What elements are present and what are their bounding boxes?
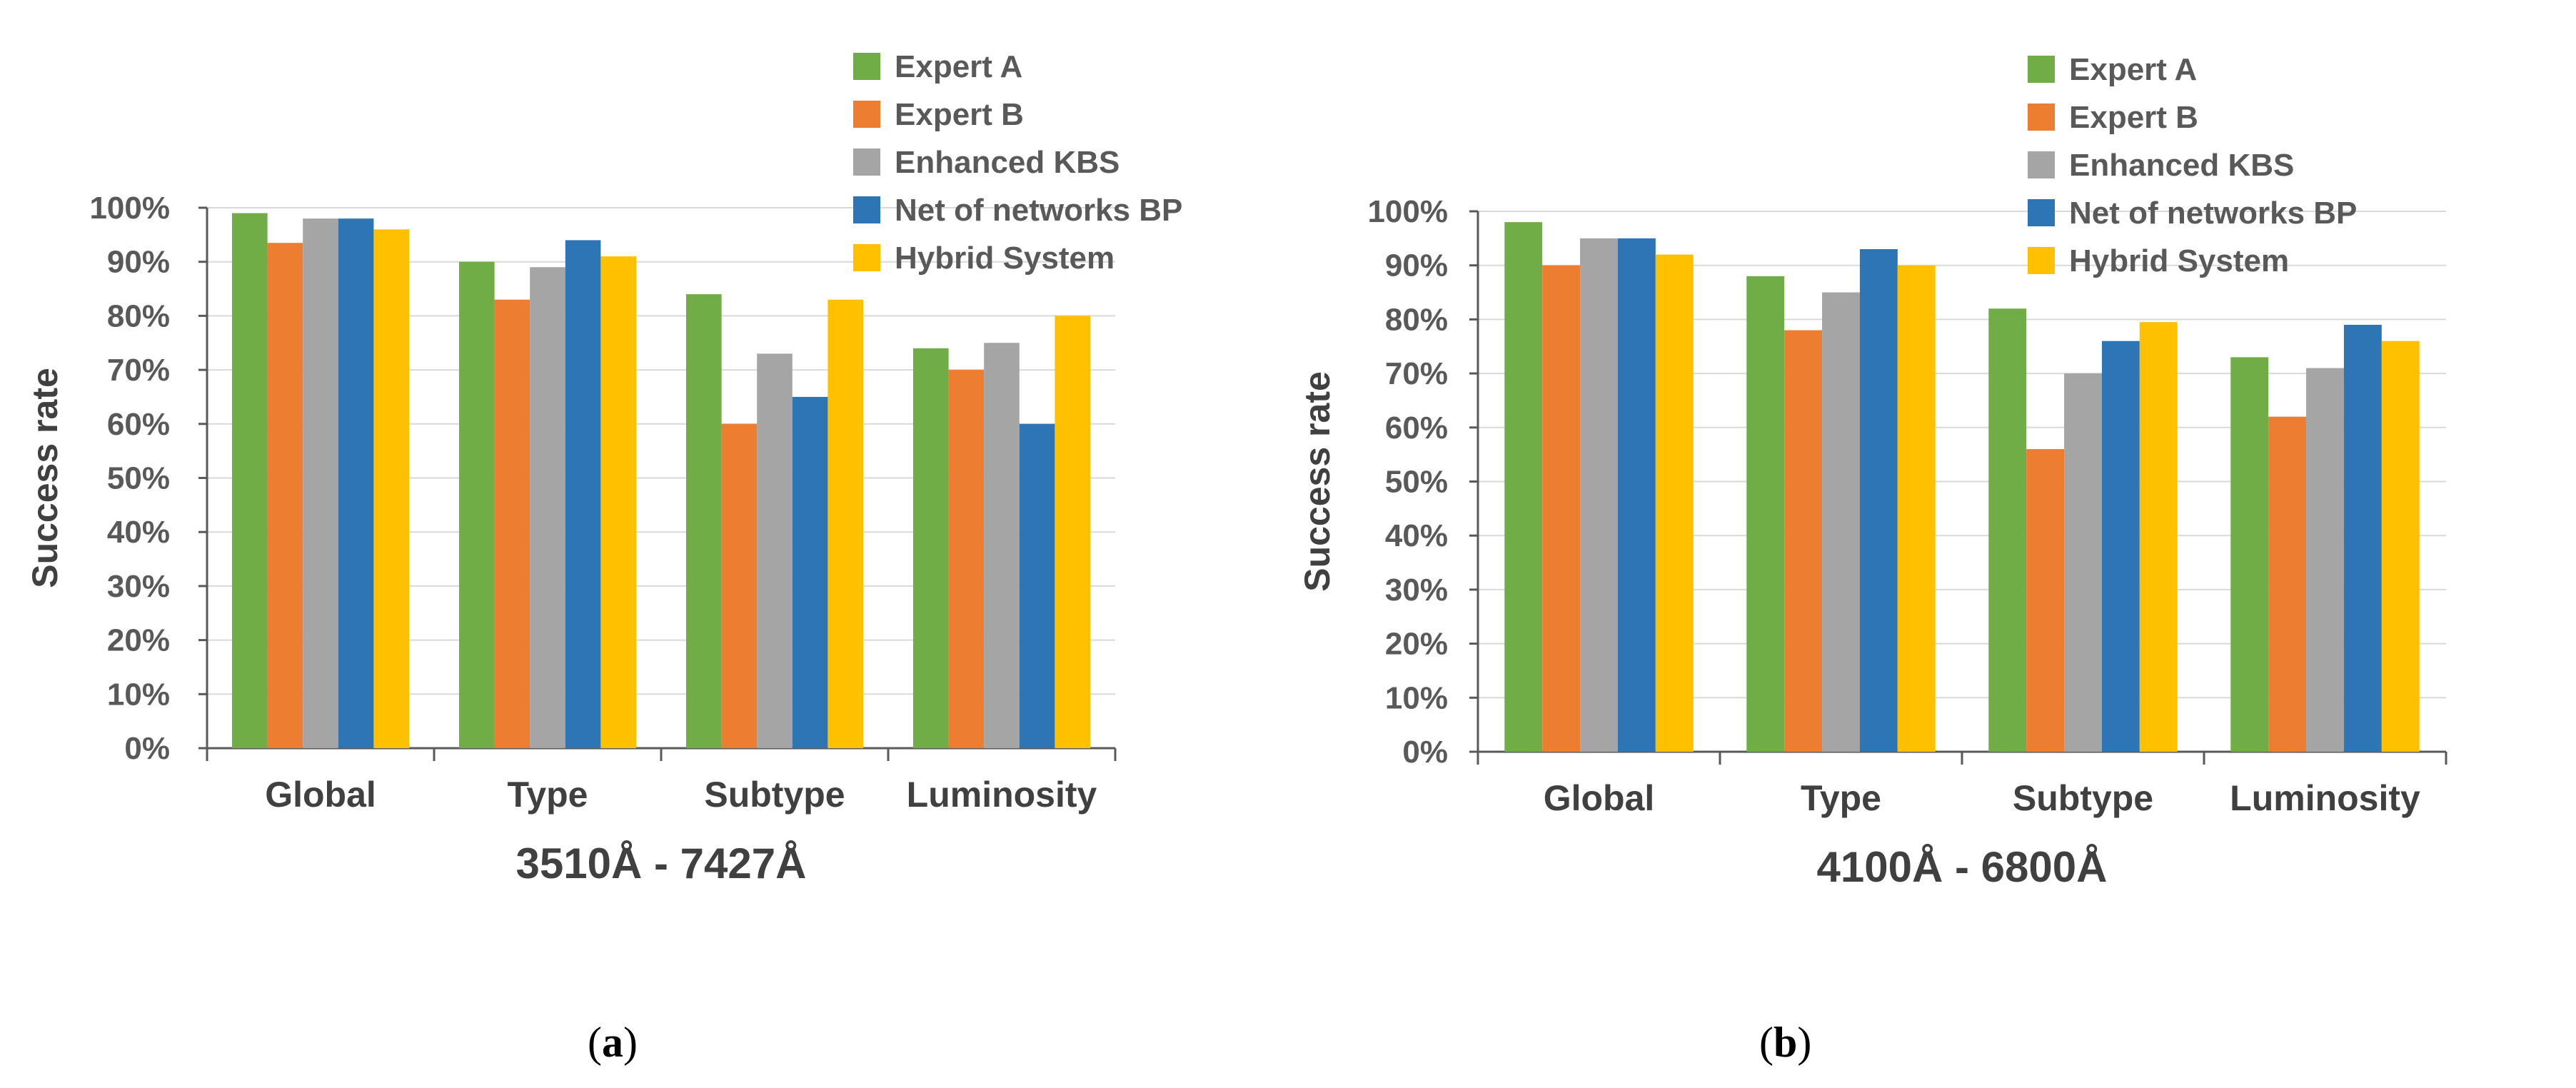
- category-label: Luminosity: [2230, 778, 2420, 818]
- y-tick-label: 30%: [1385, 573, 1448, 608]
- chart-a: 0% 10% 20% 30% 40% 50% 60% 70% 80% 90% 100% Global T…: [25, 49, 1182, 1066]
- bar-hybrid-system: [373, 229, 410, 748]
- category-label: Global: [265, 775, 376, 815]
- y-tick-label: 10%: [107, 677, 170, 712]
- bar-net-of-networks-bp: [792, 396, 828, 748]
- bar-expert-a: [1988, 308, 2027, 752]
- bar-expert-b: [2026, 449, 2065, 752]
- y-tick-label: 100%: [1367, 194, 1448, 229]
- x-axis-label: 3510Å - 7427Å: [516, 840, 807, 887]
- y-tick-label: 90%: [1385, 248, 1448, 283]
- bar-net-of-networks-bp: [565, 240, 601, 748]
- bar-expert-b: [2268, 416, 2307, 752]
- bar-enhanced-kbs: [1580, 238, 1618, 752]
- y-tick-label: 30%: [107, 569, 170, 604]
- bar-hybrid-system: [1655, 254, 1694, 752]
- legend-swatch: [2028, 104, 2055, 131]
- bar-net-of-networks-bp: [2343, 324, 2382, 752]
- y-tick-label: 0%: [1402, 735, 1448, 770]
- bar-expert-b: [721, 423, 758, 748]
- category-label: Global: [1544, 778, 1655, 818]
- y-tick-label: 40%: [1385, 518, 1448, 553]
- bar-hybrid-system: [827, 299, 864, 748]
- bar-expert-a: [1504, 222, 1543, 752]
- bar-enhanced-kbs: [2306, 368, 2344, 752]
- category-label: Type: [1801, 778, 1881, 818]
- y-tick-label: 40%: [107, 515, 170, 550]
- y-tick-label: 80%: [107, 298, 170, 333]
- y-tick-label: 100%: [89, 191, 170, 226]
- y-tick-label: 60%: [1385, 410, 1448, 445]
- bar-expert-a: [458, 261, 495, 748]
- chart-b: 0% 10% 20% 30% 40% 50% 60% 70% 80% 90% 100% Global T…: [1297, 52, 2447, 1066]
- panel-label: (a): [588, 1019, 638, 1066]
- x-axis-label: 4100Å - 6800Å: [1817, 843, 2108, 891]
- bar-net-of-networks-bp: [338, 218, 374, 748]
- y-tick-label: 20%: [107, 623, 170, 658]
- bar-enhanced-kbs: [303, 218, 338, 748]
- legend-swatch: [853, 244, 880, 271]
- y-tick-label: 70%: [1385, 356, 1448, 391]
- legend-swatch: [853, 53, 880, 80]
- bar-net-of-networks-bp: [1859, 248, 1898, 752]
- bar-expert-b: [1542, 265, 1581, 752]
- legend-label: Enhanced KBS: [2069, 148, 2294, 183]
- bar-net-of-networks-bp: [1019, 423, 1055, 748]
- category-label: Luminosity: [907, 775, 1097, 815]
- legend-swatch: [2028, 199, 2055, 226]
- y-tick-label: 50%: [107, 461, 170, 496]
- bar-enhanced-kbs: [2064, 373, 2102, 752]
- legend-label: Hybrid System: [895, 241, 1115, 276]
- y-tick-label: 20%: [1385, 627, 1448, 662]
- y-tick-label: 10%: [1385, 680, 1448, 715]
- y-tick-label: 50%: [1385, 465, 1448, 500]
- y-tick-label: 0%: [124, 731, 170, 766]
- legend-swatch: [2028, 56, 2055, 83]
- legend-label: Expert B: [2069, 100, 2198, 135]
- y-axis-label: Success rate: [25, 368, 65, 588]
- bar-expert-a: [2230, 357, 2269, 752]
- bar-enhanced-kbs: [530, 267, 565, 748]
- bar-enhanced-kbs: [757, 353, 793, 748]
- legend-label: Expert B: [895, 97, 1024, 132]
- bar-expert-b: [948, 370, 985, 748]
- category-label: Type: [508, 775, 588, 815]
- bar-hybrid-system: [2381, 341, 2420, 752]
- legend-label: Expert A: [2069, 52, 2197, 87]
- bar-expert-b: [1784, 330, 1823, 752]
- y-tick-label: 70%: [107, 353, 170, 388]
- y-tick-label: 60%: [107, 407, 170, 442]
- y-tick-label: 90%: [107, 245, 170, 280]
- bar-expert-a: [912, 348, 949, 748]
- bar-expert-a: [231, 213, 268, 748]
- bar-hybrid-system: [600, 256, 637, 748]
- legend-label: Hybrid System: [2069, 243, 2289, 278]
- legend-swatch: [853, 148, 880, 176]
- y-axis-label: Success rate: [1297, 371, 1337, 592]
- legend-swatch: [2028, 151, 2055, 178]
- category-label: Subtype: [2013, 778, 2153, 818]
- panel-label: (b): [1759, 1019, 1811, 1066]
- legend-swatch: [853, 101, 880, 128]
- bar-expert-b: [267, 243, 303, 749]
- bar-expert-b: [494, 299, 530, 748]
- legend-swatch: [2028, 247, 2055, 274]
- bar-expert-a: [1746, 276, 1785, 752]
- bar-hybrid-system: [1897, 265, 1936, 752]
- legend-swatch: [853, 196, 880, 223]
- legend-label: Enhanced KBS: [895, 145, 1120, 180]
- bar-expert-a: [685, 294, 722, 748]
- category-label: Subtype: [704, 775, 845, 815]
- bar-hybrid-system: [2139, 322, 2178, 752]
- legend-label: Net of networks BP: [895, 193, 1182, 228]
- bar-enhanced-kbs: [1822, 292, 1860, 752]
- bar-enhanced-kbs: [984, 343, 1020, 748]
- legend-label: Expert A: [895, 49, 1022, 84]
- bar-hybrid-system: [1055, 316, 1091, 748]
- bar-net-of-networks-bp: [1617, 238, 1656, 752]
- bar-net-of-networks-bp: [2101, 341, 2140, 752]
- y-tick-label: 80%: [1385, 302, 1448, 337]
- legend-label: Net of networks BP: [2069, 196, 2357, 231]
